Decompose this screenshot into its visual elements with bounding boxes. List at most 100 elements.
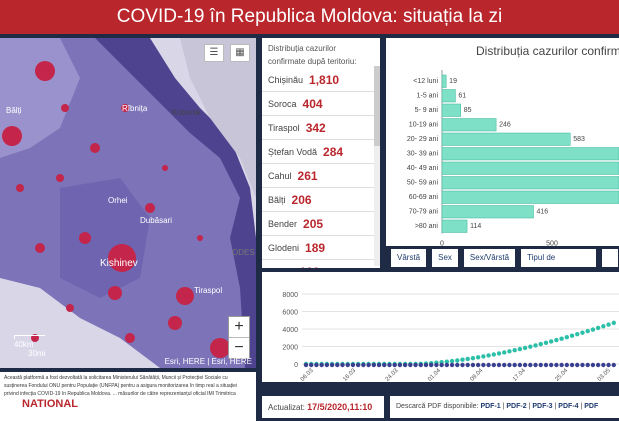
tab-sex[interactable]: Sex: [431, 248, 459, 268]
district-value: 206: [291, 192, 312, 207]
timeline-point-series-2: [376, 362, 382, 368]
pdf-link[interactable]: PDF-4: [558, 403, 579, 410]
tab-more[interactable]: [601, 248, 619, 268]
timeline-point-series-2: [590, 362, 596, 368]
list-item[interactable]: Tiraspol 342: [262, 116, 380, 140]
map-marker[interactable]: [108, 286, 122, 300]
map-label: Tiraspol: [194, 286, 223, 295]
district-name: Glodeni: [268, 242, 300, 253]
district-value: 261: [297, 168, 318, 183]
district-value: 205: [303, 216, 324, 231]
timeline-point-series-1: [465, 356, 470, 362]
map-attribution[interactable]: Esri, HERE | Esri, HERE: [164, 357, 252, 366]
map-marker[interactable]: [162, 165, 168, 171]
timeline-point-series-1: [517, 346, 523, 352]
timeline-point-series-2: [371, 362, 377, 368]
map-panel[interactable]: Bălți Rîbnița Kotovsk Orhei Dubăsari Kis…: [0, 38, 256, 368]
age-category-label: 30- 39 ani: [407, 151, 439, 158]
grid-view-icon[interactable]: ▦: [230, 44, 250, 62]
timeline-point-series-2: [449, 362, 455, 368]
map-marker[interactable]: [176, 287, 194, 305]
map-marker[interactable]: [168, 316, 182, 330]
timeline-point-series-1: [444, 359, 450, 364]
timeline-point-series-2: [366, 362, 371, 368]
zoom-in-button[interactable]: +: [234, 318, 244, 335]
map-marker[interactable]: [35, 243, 45, 253]
list-item[interactable]: Cahul 261: [262, 164, 380, 188]
map-label: Dubăsari: [140, 216, 173, 225]
timeline-point-series-1: [611, 320, 616, 326]
pdf-link[interactable]: PDF-3: [532, 403, 553, 410]
age-value-label: 19: [449, 78, 457, 85]
list-view-icon[interactable]: ☰: [204, 44, 224, 62]
map-marker[interactable]: [61, 104, 69, 112]
age-x-tick: 500: [546, 241, 558, 247]
list-item[interactable]: Edineț 182: [262, 260, 380, 269]
age-bar: [441, 103, 461, 117]
timeline-point-series-2: [481, 362, 486, 368]
map-marker[interactable]: [56, 174, 64, 182]
map-marker[interactable]: [16, 184, 24, 192]
map-marker[interactable]: [35, 61, 55, 81]
district-list-panel: Distribuția cazurilor confirmate după te…: [262, 38, 380, 268]
tab-vârstă[interactable]: Vârstă: [390, 248, 428, 268]
map-marker[interactable]: [79, 232, 91, 244]
timeline-point-series-2: [408, 362, 413, 368]
tab-tipul-de-transmitere[interactable]: Tipul de transmitere: [520, 248, 598, 280]
timeline-point-series-2: [309, 362, 314, 368]
timeline-point-series-2: [585, 362, 590, 368]
map-canvas[interactable]: [0, 38, 256, 368]
map-marker[interactable]: [108, 244, 136, 272]
map-marker[interactable]: [145, 203, 155, 213]
timeline-x-tick: 16.03: [342, 367, 357, 382]
map-marker[interactable]: [31, 334, 39, 342]
timeline-point-series-2: [423, 362, 429, 368]
pdf-link[interactable]: PDF-1: [480, 403, 501, 410]
map-marker[interactable]: [197, 235, 203, 241]
pdf-link[interactable]: PDF-2: [506, 403, 527, 410]
age-value-label: 246: [499, 122, 511, 129]
pdf-link[interactable]: PDF: [584, 403, 599, 410]
map-marker[interactable]: [90, 143, 100, 153]
timeline-point-series-2: [512, 362, 517, 368]
map-marker[interactable]: [66, 304, 74, 312]
map-marker[interactable]: [2, 126, 22, 146]
list-item[interactable]: Chișinău 1,810: [262, 68, 380, 92]
list-item[interactable]: Ștefan Vodă 284: [262, 140, 380, 164]
list-item[interactable]: Bender 205: [262, 212, 380, 236]
timeline-x-tick: 03.05: [597, 367, 612, 382]
map-region-ukraine: [180, 38, 256, 198]
timeline-point-series-1: [601, 324, 606, 329]
map-marker[interactable]: [210, 338, 230, 358]
timeline-point-series-2: [303, 362, 309, 368]
age-value-label: 61: [458, 93, 466, 100]
timeline-point-series-2: [429, 362, 434, 368]
district-name: Tiraspol: [268, 122, 300, 133]
map-marker[interactable]: [121, 104, 129, 112]
timeline-point-series-2: [611, 362, 616, 368]
timeline-point-series-2: [382, 362, 387, 368]
updated-value: 17/5/2020,11:10: [307, 402, 373, 412]
timeline-point-series-1: [522, 345, 528, 351]
timeline-point-series-2: [444, 362, 450, 368]
district-list-scrollbar[interactable]: [374, 66, 380, 266]
footer-text: Această platformă a fost dezvoltată la s…: [4, 375, 238, 397]
list-item[interactable]: Bălți 206: [262, 188, 380, 212]
timeline-point-series-2: [538, 362, 543, 368]
list-item[interactable]: Glodeni 189: [262, 236, 380, 260]
list-item[interactable]: Soroca 404: [262, 92, 380, 116]
timeline-point-series-2: [502, 362, 507, 368]
timeline-point-series-2: [329, 362, 335, 368]
timeline-point-series-2: [522, 362, 528, 368]
timeline-point-series-1: [595, 325, 601, 331]
timeline-point-series-2: [413, 362, 418, 368]
map-region-transnistria: [95, 38, 256, 368]
age-category-label: <12 luni: [413, 78, 438, 85]
timeline-x-tick: 09.04: [470, 367, 485, 382]
zoom-out-button[interactable]: −: [229, 337, 249, 358]
tab-sex-vârstă[interactable]: Sex/Vârstă: [462, 248, 517, 268]
map-marker[interactable]: [125, 333, 135, 343]
age-value-label: 85: [464, 107, 472, 114]
age-bar: [441, 190, 619, 204]
